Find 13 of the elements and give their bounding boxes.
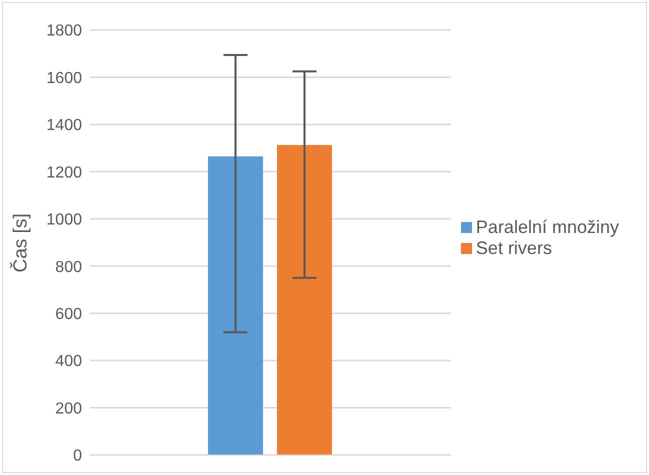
- legend-label: Paralelní množiny: [476, 216, 619, 236]
- y-tick-label: 800: [55, 258, 82, 276]
- y-tick-label: 1400: [46, 117, 82, 134]
- y-tick-label: 1000: [46, 212, 82, 229]
- y-tick-label: 1200: [46, 164, 82, 182]
- legend-label: Set rivers: [476, 238, 552, 258]
- y-tick-label: 200: [55, 400, 82, 418]
- y-tick-label: 0: [73, 448, 82, 465]
- y-tick-label: 1600: [46, 70, 82, 87]
- y-tick-label: 1800: [46, 22, 82, 40]
- y-tick-label: 600: [55, 306, 82, 324]
- y-axis-title: Čas [s]: [10, 213, 32, 272]
- y-tick-label: 400: [55, 353, 82, 370]
